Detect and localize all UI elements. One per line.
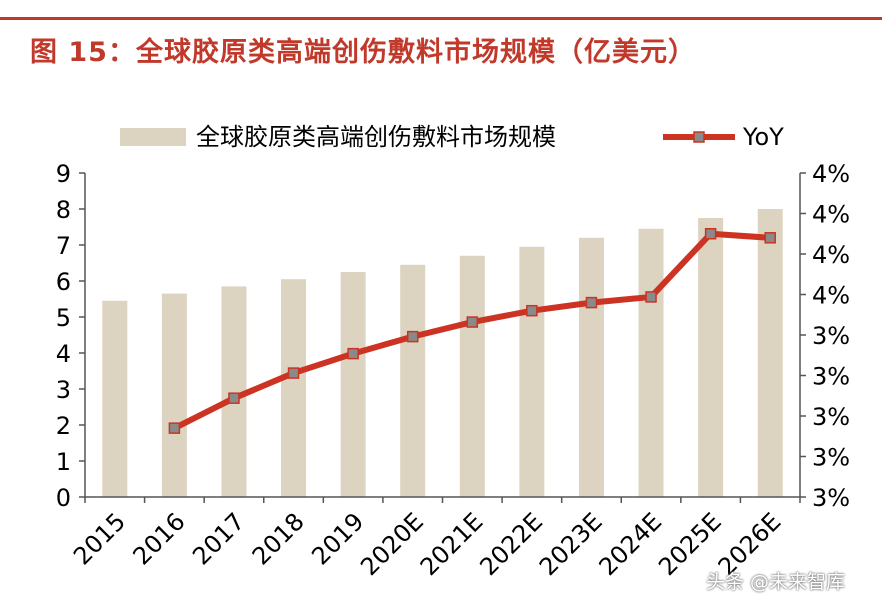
- left-tick-label: 4: [56, 340, 71, 368]
- right-tick-label: 4%: [812, 201, 850, 229]
- yoy-point-2018: [287, 367, 300, 379]
- watermark: 头条 @未来智库: [706, 571, 846, 593]
- yoy-point-2021E: [466, 316, 479, 328]
- left-tick-label: 2: [56, 412, 71, 440]
- bar-2026E: [757, 209, 783, 497]
- left-tick-label: 5: [56, 304, 71, 332]
- x-tick-label-2020E: 2020E: [355, 507, 429, 581]
- x-tick-label-2015: 2015: [68, 507, 131, 570]
- bar-2016: [161, 293, 187, 497]
- legend-swatch-bar: [120, 128, 186, 146]
- bar-2018: [281, 279, 307, 497]
- title-rule: [0, 17, 882, 20]
- bar-2022E: [519, 246, 545, 497]
- x-tick-label-2024E: 2024E: [594, 507, 668, 581]
- x-tick-label-2021E: 2021E: [415, 507, 489, 581]
- right-tick-label: 3%: [812, 403, 850, 431]
- yoy-point-2026E: [764, 232, 776, 244]
- bar-2015: [102, 300, 128, 497]
- bar-2019: [340, 272, 366, 497]
- right-tick-label: 3%: [812, 444, 850, 472]
- yoy-point-2020E: [406, 330, 419, 343]
- right-tick-label: 3%: [812, 484, 850, 512]
- x-tick-label-2022E: 2022E: [474, 507, 548, 581]
- x-tick-label-2017: 2017: [187, 507, 250, 570]
- x-tick-label-2016: 2016: [128, 507, 191, 570]
- figure-title: 图 15：全球胶原类高端创伤敷料市场规模（亿美元）: [30, 37, 696, 68]
- left-tick-label: 9: [56, 160, 71, 188]
- bar-2023E: [578, 237, 604, 498]
- right-tick-label: 4%: [812, 282, 850, 310]
- left-tick-label: 6: [56, 268, 71, 296]
- bar-2025E: [698, 218, 724, 497]
- legend-label-yoy: YoY: [742, 123, 784, 151]
- legend-label-market-size: 全球胶原类高端创伤敷料市场规模: [196, 123, 556, 151]
- bar-2021E: [459, 255, 485, 497]
- bar-2020E: [400, 264, 426, 497]
- left-tick-label: 0: [56, 484, 71, 512]
- x-tick-label-2018: 2018: [247, 507, 310, 570]
- left-tick-label: 3: [56, 376, 71, 404]
- right-tick-label: 3%: [812, 363, 850, 391]
- yoy-point-2025E: [704, 228, 717, 240]
- left-tick-label: 7: [56, 232, 71, 260]
- yoy-point-2023E: [585, 296, 598, 309]
- yoy-point-2017: [228, 392, 240, 404]
- x-tick-label-2023E: 2023E: [534, 507, 608, 581]
- left-tick-label: 1: [56, 448, 71, 476]
- right-tick-label: 3%: [812, 322, 850, 350]
- bar-2024E: [638, 228, 664, 498]
- yoy-point-2016: [168, 422, 181, 434]
- right-tick-label: 4%: [812, 241, 850, 269]
- yoy-point-2019: [347, 347, 359, 360]
- right-tick-label: 4%: [812, 160, 850, 188]
- left-tick-label: 8: [56, 196, 71, 224]
- yoy-point-2024E: [645, 291, 657, 303]
- yoy-point-2022E: [526, 304, 538, 317]
- legend-swatch-marker: [693, 131, 705, 143]
